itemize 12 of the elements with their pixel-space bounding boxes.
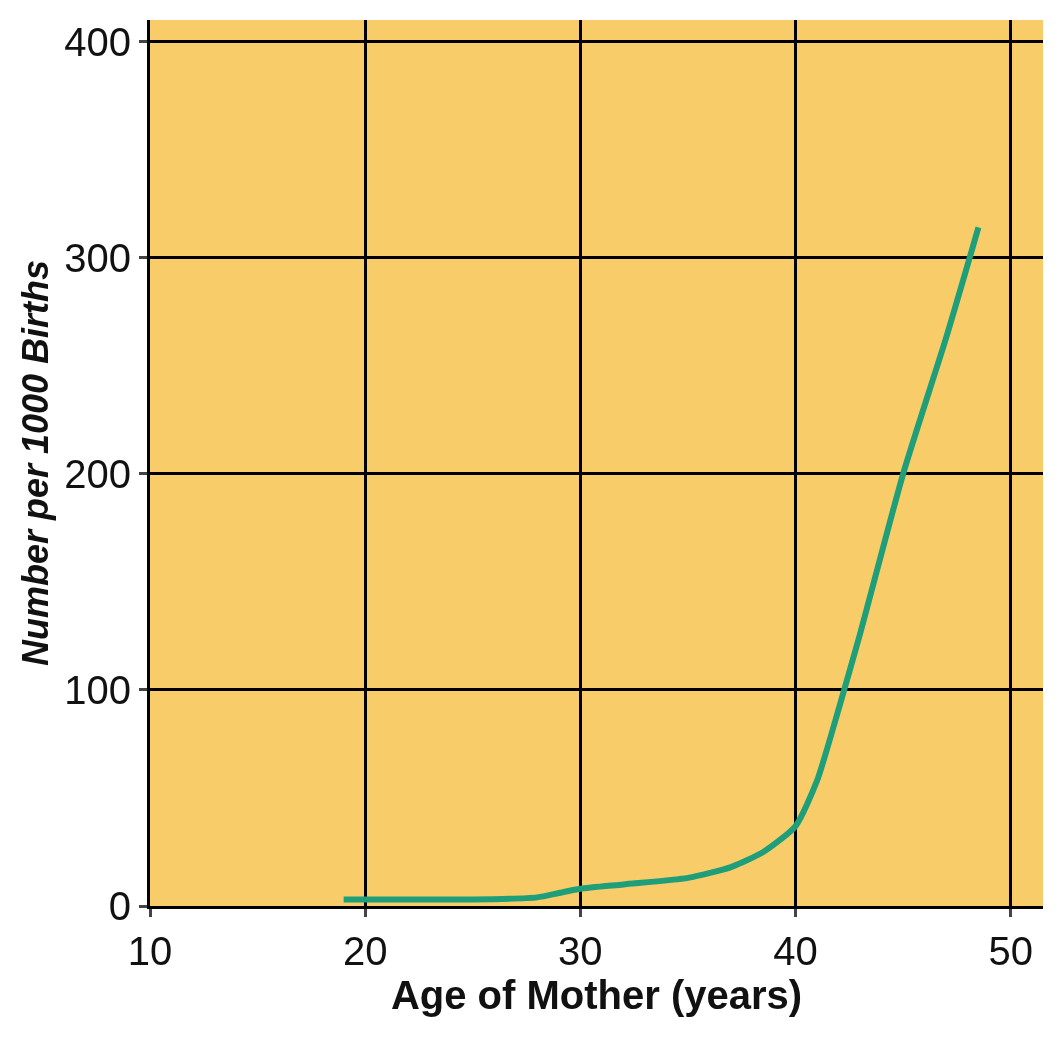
y-tick-label: 400 [64,19,131,64]
y-tick-label: 300 [64,235,131,280]
y-tick-label: 200 [64,451,131,496]
y-axis-title: Number per 1000 Births [15,259,57,667]
x-tick-label: 20 [342,929,388,973]
x-axis-title: Age of Mother (years) [390,973,803,1017]
x-tick-label: 50 [988,929,1033,973]
y-tick-label: 100 [64,667,131,712]
y-tick-label: 0 [108,884,131,928]
x-tick-label: 40 [773,929,818,973]
x-tick-label: 30 [558,929,603,973]
x-tick-label: 10 [127,929,173,973]
